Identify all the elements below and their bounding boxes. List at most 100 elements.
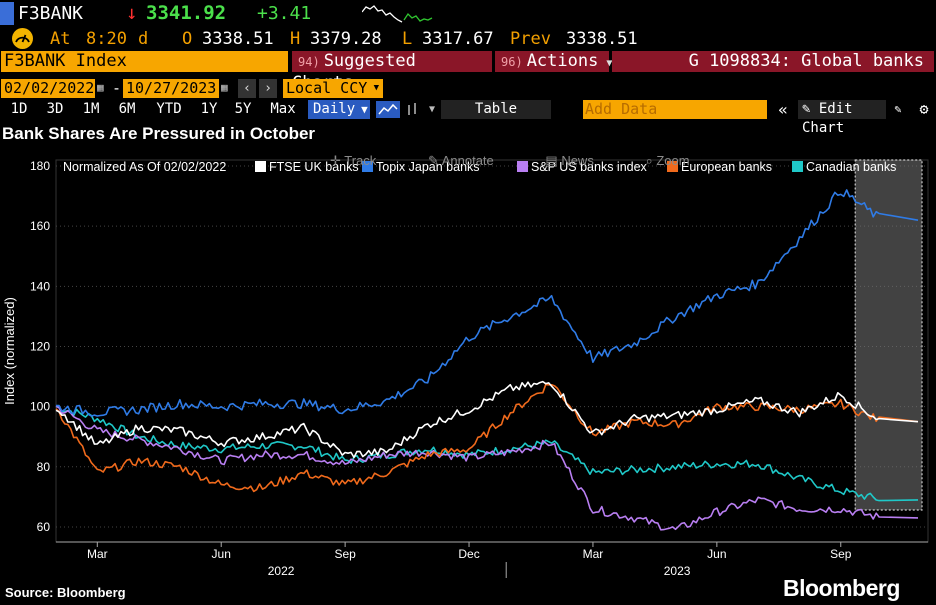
legend-swatch [255,161,266,172]
period-1d[interactable]: 1D [10,101,28,117]
legend-canada[interactable]: Canadian banks [792,160,896,174]
legend-label: Topix Japan banks [376,160,480,174]
source-note: Source: Bloomberg [5,585,126,600]
legend-topix[interactable]: Topix Japan banks [362,160,480,174]
x-tick-label: Sep [334,547,356,561]
y-tick-label: 120 [30,339,50,353]
actions-label: Actions [526,51,599,71]
gear-icon[interactable]: ⚙ [919,100,929,118]
edit-chart-label: Edit Chart [802,101,853,136]
down-arrow-icon: ↓ [126,2,138,24]
x-tick-label: Dec [458,547,479,561]
high-value: 3379.28 [310,29,382,49]
y-tick-label: 80 [37,460,51,474]
legend-label: FTSE UK banks [269,160,359,174]
series-line-sp[interactable] [55,405,919,531]
annotate-tool[interactable]: ✎ Annotate [427,153,494,168]
period-1m[interactable]: 1M [82,101,100,117]
x-tick-label: Mar [583,547,604,561]
annotate-label: Annotate [441,153,494,168]
at-label: At [50,29,71,49]
legend-swatch [667,161,678,172]
calendar-icon[interactable]: ▦ [221,81,228,94]
suggested-charts-button[interactable]: 94)Suggested Charts▼ [292,51,492,93]
date-range-bar: 02/02/2022 ▦ - 10/27/2023 ▦ ‹ › Local CC… [0,78,936,99]
price-change: +3.41 [257,3,312,24]
legend-label: Canadian banks [806,160,897,174]
chevron-down-icon[interactable]: ▼ [428,104,436,115]
period-6m[interactable]: 6M [118,101,136,117]
prev-value: 3338.51 [566,29,638,49]
bar-chart-icon[interactable] [404,102,422,117]
table-button[interactable]: Table [441,100,551,119]
ticker-color-marker [0,2,14,25]
x-tick-label: Jun [707,547,726,561]
actions-button[interactable]: 96) Actions ▼ [495,51,613,72]
year-label: 2022 [268,564,295,578]
x-tick-label: Jun [212,547,231,561]
open-label: O [182,29,193,49]
delay-flag: d [138,29,149,49]
quote-time: 8:20 [86,29,127,49]
chevron-down-icon: ▼ [606,58,613,69]
y-tick-label: 60 [37,520,51,534]
currency-dropdown[interactable]: Local CCY ▼ [283,79,383,98]
legend-label: European banks [681,160,773,174]
legend-swatch [362,161,373,172]
last-price: 3341.92 [146,2,227,24]
legend-sp[interactable]: S&P US banks index [517,160,647,174]
period-ytd[interactable]: YTD [156,101,182,117]
period-1y[interactable]: 1Y [200,101,218,117]
x-tick-label: Sep [830,547,852,561]
legend-swatch [517,161,528,172]
zoom-tool[interactable]: ⌕ Zoom [645,153,690,168]
security-toolbar: F3BANK Index 94)Suggested Charts▼ 96)Act… [0,50,936,93]
chart-tools: ✛ Track ✎ Annotate ▤ News ⌕ Zoom [330,153,738,169]
zoom-label: Zoom [656,153,690,168]
chart-toolbar-row: 1D 3D 1M 6M YTD 1Y 5Y Max Daily ▼ ▼ Table… [0,99,936,136]
y-tick-label: 100 [30,400,50,414]
back-arrow-icon[interactable]: ‹ [238,79,256,98]
year-label: 2023 [664,564,691,578]
period-5y[interactable]: 5Y [234,101,252,117]
frequency-dropdown[interactable]: Daily ▼ [308,100,370,119]
line-chart[interactable]: 60 80 100 120 140 160 180 Index (normalized) Mar… [0,150,936,582]
collapse-left-icon[interactable]: « [778,100,788,119]
security-field[interactable]: F3BANK Index [1,51,288,72]
track-tool[interactable]: ✛ Track [330,153,377,168]
low-value: 3317.67 [422,29,494,49]
open-value: 3338.51 [202,29,274,49]
currency-value: Local CCY [286,79,368,97]
calendar-icon[interactable]: ▦ [97,81,104,94]
chart-legend: Normalized As Of 02/02/2022 FTSE UK bank… [57,158,907,178]
end-date-field[interactable]: 10/27/2023 [123,79,219,98]
chevron-down-icon: ▼ [361,103,368,116]
high-label: H [290,29,301,49]
start-date-field[interactable]: 02/02/2022 [1,79,95,98]
forward-arrow-icon[interactable]: › [259,79,277,98]
news-tool[interactable]: ▤ News [545,153,594,168]
period-3d[interactable]: 3D [46,101,64,117]
series-line-euro[interactable] [55,383,919,493]
chart-id-title: G 1098834: Global banks [612,51,934,72]
gauge-icon[interactable] [12,28,33,49]
line-chart-icon[interactable] [376,101,400,118]
legend-euro[interactable]: European banks [667,160,772,174]
add-data-input[interactable]: Add Data [583,100,767,119]
legend-swatch [792,161,803,172]
plot-area [55,159,929,543]
october-highlight [854,159,923,511]
ticker-name[interactable]: F3BANK [18,3,84,24]
pencil-icon: ✎ [802,101,819,117]
frequency-value: Daily [313,101,356,117]
period-max[interactable]: Max [270,101,296,117]
legend-ftse[interactable]: FTSE UK banks [255,160,359,174]
edit-pencil-icon[interactable]: ✎ [894,102,902,116]
series-line-ftse[interactable] [55,380,919,459]
news-label: News [561,153,594,168]
edit-chart-button[interactable]: ✎ Edit Chart [798,100,886,136]
suggested-charts-code: 94) [298,55,320,69]
series-line-topix[interactable] [55,189,919,417]
quote-bar: At 8:20 d O 3338.51 H 3379.28 L 3317.67 … [0,27,936,50]
low-label: L [402,29,413,49]
